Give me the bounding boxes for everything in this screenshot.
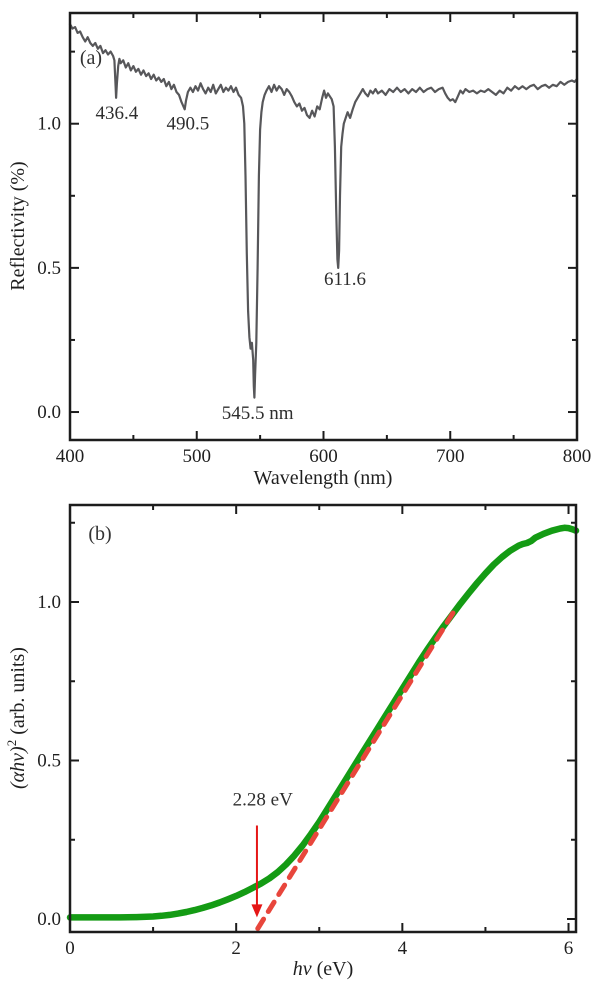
band-gap-arrowhead — [251, 904, 263, 918]
panel-b-y-axis-title: (αhν)2 (arb. units) — [4, 647, 29, 789]
tauc-linear-fit — [255, 609, 457, 932]
x-tick-label: 400 — [56, 446, 85, 467]
tauc-curve — [66, 524, 580, 921]
reflectivity-spectrum — [68, 23, 579, 399]
annotation: 2.28 eV — [233, 790, 293, 811]
x-tick-label: 4 — [398, 938, 408, 959]
y-tick-label: 0.5 — [37, 751, 61, 772]
annotation: 611.6 — [324, 269, 366, 290]
x-tick-label: 6 — [564, 938, 574, 959]
annotation: 545.5 nm — [222, 403, 294, 424]
panel-a-y-axis-title: Reflectivity (%) — [7, 161, 29, 290]
y-tick-label: 1.0 — [37, 592, 61, 613]
panel-a-x-axis-title: Wavelength (nm) — [254, 467, 393, 489]
x-tick-label: 500 — [183, 446, 212, 467]
annotation: 490.5 — [167, 113, 210, 134]
panel-b-chart: 0 2 4 6 0.0 0.5 1.0 2.28 eV (b) hν (eV) (αhν)2 … — [4, 503, 580, 980]
panel-a-label: (a) — [80, 47, 102, 69]
x-tick-label: 600 — [309, 446, 338, 467]
panel-b-label: (b) — [88, 523, 111, 545]
y-tick-label: 0.0 — [37, 402, 61, 423]
panel-a-frame — [68, 11, 579, 442]
y-tick-label: 0.5 — [37, 258, 61, 279]
panel-b-frame — [68, 503, 578, 934]
x-tick-label: 0 — [65, 938, 75, 959]
panel-b-x-axis-title: hν (eV) — [293, 958, 354, 980]
y-tick-label: 0.0 — [37, 909, 61, 930]
y-tick-label: 1.0 — [37, 114, 61, 135]
x-tick-label: 800 — [563, 446, 592, 467]
x-tick-label: 700 — [436, 446, 465, 467]
x-tick-label: 2 — [231, 938, 241, 959]
annotation: 436.4 — [96, 103, 139, 124]
panel-a-chart: 400 500 600 700 800 0.0 0.5 1.0 436.4 490.5 545.5 … — [7, 11, 592, 489]
